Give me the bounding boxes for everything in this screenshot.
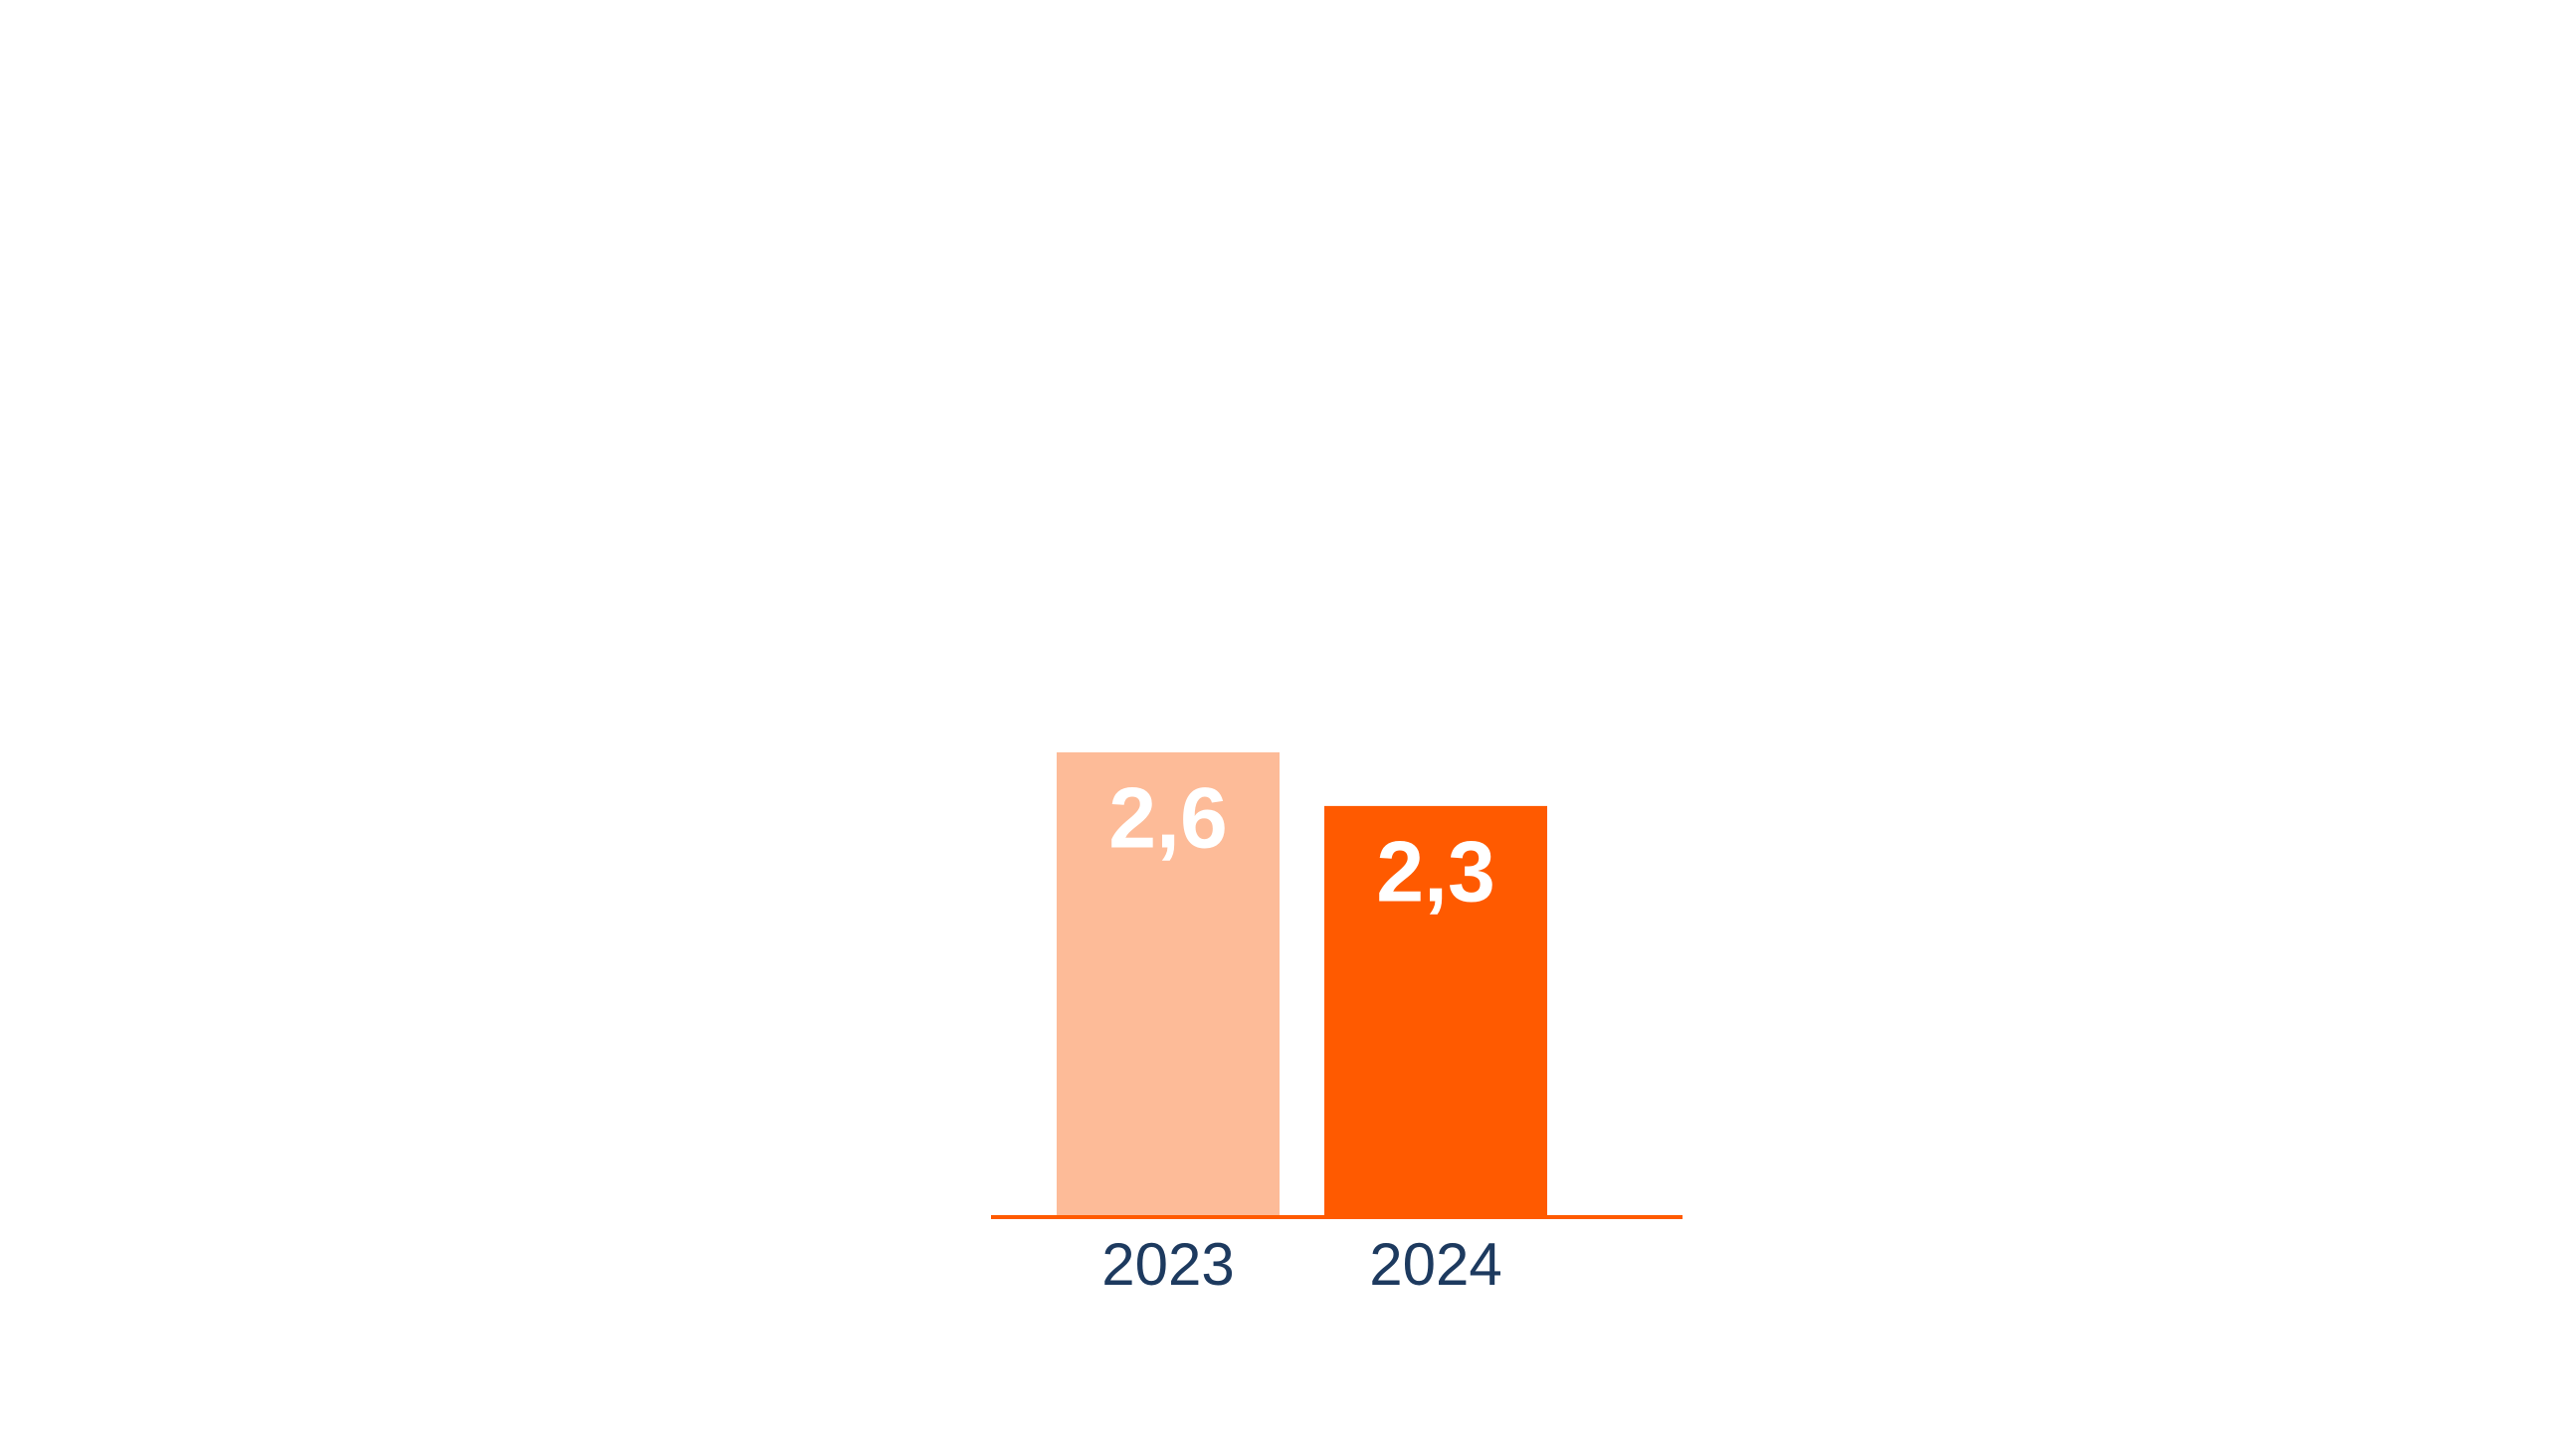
bar bbox=[1324, 805, 1547, 1217]
value-label: 2,3 bbox=[1376, 825, 1495, 921]
x-tick-label: 2023 bbox=[1101, 1231, 1234, 1298]
bar bbox=[1057, 752, 1280, 1217]
x-tick-label: 2024 bbox=[1369, 1231, 1501, 1298]
value-label: 2,6 bbox=[1108, 771, 1228, 867]
